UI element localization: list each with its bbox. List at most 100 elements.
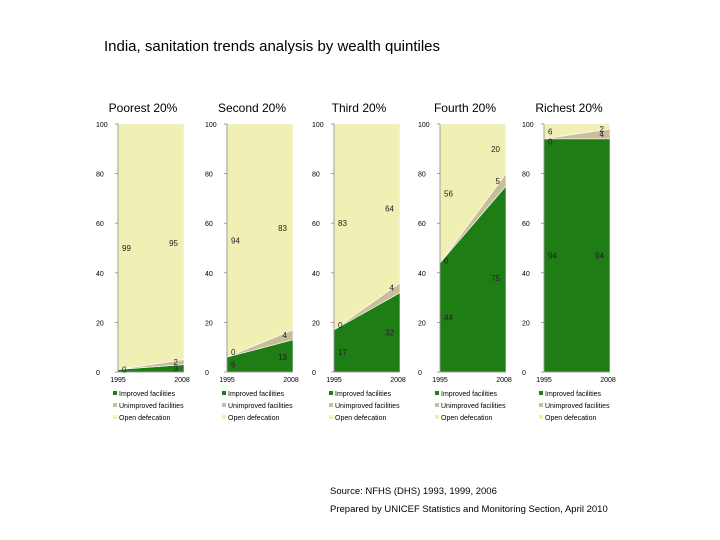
data-label: 17 xyxy=(338,348,347,357)
y-tick-label: 20 xyxy=(418,320,426,327)
y-tick-label: 20 xyxy=(522,320,530,327)
y-tick-label: 20 xyxy=(312,320,320,327)
data-label: 4 xyxy=(390,284,395,293)
chart-main-title: India, sanitation trends analysis by wea… xyxy=(104,38,441,55)
y-tick-label: 100 xyxy=(96,122,108,129)
x-tick-label: 2008 xyxy=(174,377,190,384)
data-label: 0 xyxy=(548,137,553,146)
x-tick-label: 1995 xyxy=(219,377,235,384)
y-tick-label: 100 xyxy=(522,122,534,129)
y-tick-label: 80 xyxy=(522,172,530,179)
y-tick-label: 80 xyxy=(418,172,426,179)
legend-label: Unimproved facilities xyxy=(441,403,506,410)
legend-label: Open defecation xyxy=(119,415,170,422)
data-label: 83 xyxy=(338,219,347,228)
legend-label: Improved facilities xyxy=(335,391,392,398)
legend-label: Improved facilities xyxy=(228,391,285,398)
legend-label: Open defecation xyxy=(545,415,596,422)
data-label: 83 xyxy=(278,224,287,233)
y-tick-label: 60 xyxy=(522,221,530,228)
legend-label: Open defecation xyxy=(335,415,386,422)
data-label: 94 xyxy=(231,237,240,246)
data-label: 4 xyxy=(600,130,605,139)
y-tick-label: 20 xyxy=(205,320,213,327)
legend-swatch xyxy=(329,403,333,407)
legend-swatch xyxy=(113,403,117,407)
legend-swatch xyxy=(222,415,226,419)
data-label: 94 xyxy=(548,251,557,260)
legend-label: Improved facilities xyxy=(119,391,176,398)
legend-swatch xyxy=(539,391,543,395)
data-label: 4 xyxy=(283,331,288,340)
y-tick-label: 40 xyxy=(96,271,104,278)
prepared-by-note: Prepared by UNICEF Statistics and Monito… xyxy=(330,504,608,515)
data-label: 94 xyxy=(595,251,604,260)
data-label: 56 xyxy=(444,189,453,198)
data-label: 20 xyxy=(491,145,500,154)
legend-swatch xyxy=(539,403,543,407)
y-tick-label: 0 xyxy=(205,370,209,377)
legend-swatch xyxy=(329,415,333,419)
panel-title: Fourth 20% xyxy=(434,101,496,115)
legend-label: Unimproved facilities xyxy=(228,403,293,410)
y-tick-label: 0 xyxy=(96,370,100,377)
y-tick-label: 40 xyxy=(522,271,530,278)
panel-title: Richest 20% xyxy=(535,101,603,115)
x-tick-label: 1995 xyxy=(110,377,126,384)
source-note: Source: NFHS (DHS) 1993, 1999, 2006 xyxy=(330,486,497,497)
data-label: 0 xyxy=(231,348,236,357)
data-label: 3 xyxy=(174,364,179,373)
y-tick-label: 40 xyxy=(205,271,213,278)
x-tick-label: 2008 xyxy=(600,377,616,384)
data-label: 0 xyxy=(444,256,449,265)
data-label: 6 xyxy=(231,361,236,370)
legend-swatch xyxy=(113,391,117,395)
legend-label: Open defecation xyxy=(228,415,279,422)
legend-swatch xyxy=(539,415,543,419)
panel-title: Poorest 20% xyxy=(109,101,178,115)
y-tick-label: 0 xyxy=(522,370,526,377)
data-label: 64 xyxy=(385,204,394,213)
legend-swatch xyxy=(435,415,439,419)
y-tick-label: 60 xyxy=(205,221,213,228)
x-tick-label: 1995 xyxy=(326,377,342,384)
y-tick-label: 80 xyxy=(312,172,320,179)
data-label: 2 xyxy=(600,125,605,134)
x-tick-label: 1995 xyxy=(432,377,448,384)
legend-label: Open defecation xyxy=(441,415,492,422)
y-tick-label: 60 xyxy=(96,221,104,228)
data-label: 95 xyxy=(169,239,178,248)
data-label: 13 xyxy=(278,353,287,362)
legend-swatch xyxy=(329,391,333,395)
legend-label: Improved facilities xyxy=(545,391,602,398)
panel-title: Third 20% xyxy=(332,101,387,115)
data-label: 6 xyxy=(548,127,553,136)
y-tick-label: 80 xyxy=(205,172,213,179)
data-label: 99 xyxy=(122,244,131,253)
x-tick-label: 1995 xyxy=(536,377,552,384)
data-label: 32 xyxy=(385,328,394,337)
y-tick-label: 40 xyxy=(312,271,320,278)
x-tick-label: 2008 xyxy=(496,377,512,384)
y-tick-label: 0 xyxy=(312,370,316,377)
legend-label: Unimproved facilities xyxy=(545,403,610,410)
y-tick-label: 80 xyxy=(96,172,104,179)
y-tick-label: 60 xyxy=(312,221,320,228)
panel-title: Second 20% xyxy=(218,101,286,115)
legend-label: Improved facilities xyxy=(441,391,498,398)
y-tick-label: 60 xyxy=(418,221,426,228)
data-label: 0 xyxy=(338,321,343,330)
data-label: 2 xyxy=(174,358,179,367)
legend-swatch xyxy=(113,415,117,419)
data-label: 44 xyxy=(444,313,453,322)
data-label: 5 xyxy=(496,177,501,186)
y-tick-label: 0 xyxy=(418,370,422,377)
legend-swatch xyxy=(435,403,439,407)
legend-label: Unimproved facilities xyxy=(335,403,400,410)
y-tick-label: 100 xyxy=(205,122,217,129)
y-tick-label: 20 xyxy=(96,320,104,327)
data-label: 0 xyxy=(122,366,127,375)
y-tick-label: 100 xyxy=(418,122,430,129)
legend-swatch xyxy=(222,403,226,407)
